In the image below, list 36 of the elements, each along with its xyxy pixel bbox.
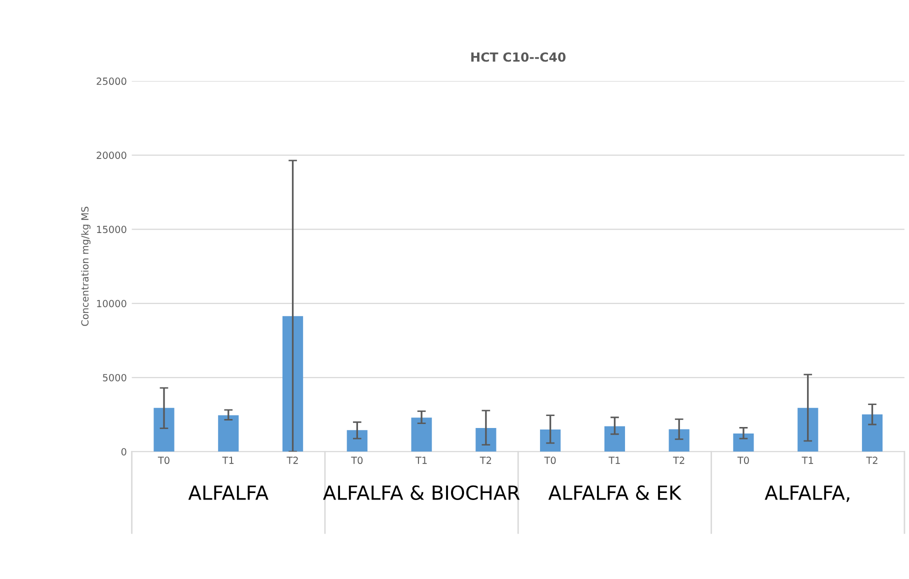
bar	[218, 415, 239, 452]
text: ALFALFA	[188, 486, 268, 500]
x-tick-label: T2	[673, 456, 684, 464]
bar	[798, 408, 818, 452]
x-tick-label: T1	[802, 456, 814, 464]
bar	[862, 414, 883, 452]
y-axis-title: Concentration mg/kg MS	[81, 206, 90, 326]
x-tick-label: T2	[866, 456, 878, 464]
bar	[540, 430, 561, 452]
y-tick-label: 0	[121, 448, 126, 456]
text: ALFALFA,	[764, 486, 850, 502]
x-tick-label: T0	[158, 456, 170, 464]
chart-title: HCT C10--C40	[471, 52, 566, 62]
bar	[411, 418, 432, 452]
x-tick-label: T1	[415, 456, 427, 464]
bar	[668, 429, 690, 452]
y-tick-label: 5000	[102, 374, 126, 382]
x-tick-label: T0	[544, 456, 556, 464]
bar	[154, 408, 174, 452]
x-tick-label: T1	[608, 456, 620, 464]
text: ALFALFA & BIOCHAR	[323, 485, 520, 500]
y-tick-label: 25000	[96, 78, 126, 85]
x-tick-label: T2	[480, 456, 492, 464]
y-tick-label: 10000	[97, 300, 126, 308]
bar	[476, 428, 496, 452]
text: ALFALFA & EK	[548, 485, 682, 500]
x-tick-label: T2	[286, 456, 298, 464]
bar	[733, 434, 754, 452]
y-tick-label: 15000	[97, 226, 126, 234]
x-tick-label: T1	[222, 456, 234, 464]
bar	[282, 316, 304, 452]
y-tick-label: 20000	[96, 152, 126, 160]
x-tick-label: T0	[351, 456, 363, 464]
bar	[604, 426, 626, 452]
x-tick-label: T0	[737, 456, 749, 464]
bar	[346, 430, 368, 452]
